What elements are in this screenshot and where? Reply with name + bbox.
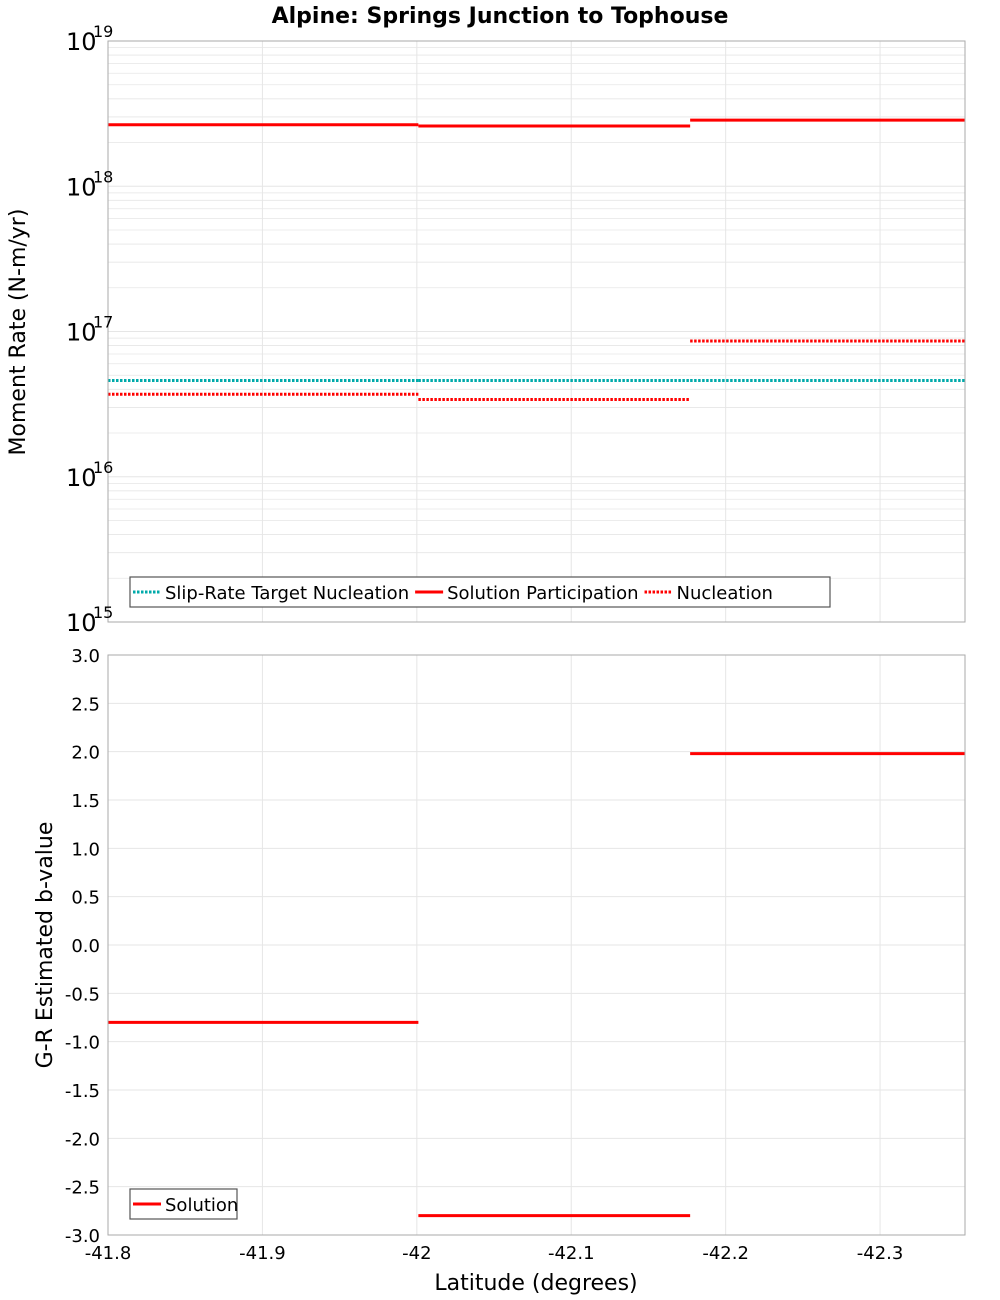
- y-tick-label: -2.5: [65, 1178, 100, 1199]
- y-tick-label: -1.5: [65, 1081, 100, 1102]
- y-tick-exponent: 17: [93, 313, 113, 332]
- y-tick-label: 10: [66, 28, 97, 56]
- y-tick-label: 3.0: [71, 646, 100, 667]
- b-value-y-axis-label: G-R Estimated b-value: [33, 822, 58, 1069]
- moment-rate-plot-frame: [107, 40, 966, 623]
- y-tick-label: 10: [66, 609, 97, 637]
- legend-label: Slip-Rate Target Nucleation: [165, 583, 409, 604]
- x-tick-label: -41.8: [85, 1243, 132, 1264]
- x-tick-label: -42.3: [857, 1243, 904, 1264]
- y-tick-label: 0.0: [71, 936, 100, 957]
- b-value-y-ticks: 3.0 2.5 2.0 1.5 1.0 0.5 0.0 -0.5 -1.0 -1.5 -2.0 -2.…: [65, 646, 100, 1247]
- chart-title: Alpine: Springs Junction to Tophouse: [272, 4, 729, 29]
- y-tick-label: -2.0: [65, 1129, 100, 1150]
- legend-box: [129, 576, 831, 608]
- legend-label: Solution: [165, 1195, 238, 1216]
- x-tick-label: -42.2: [702, 1243, 749, 1264]
- x-tick-label: -42: [402, 1243, 431, 1264]
- legend-label: Solution Participation: [447, 583, 638, 604]
- y-tick-label: 10: [66, 319, 97, 347]
- b-value-plot: 3.0 2.5 2.0 1.5 1.0 0.5 0.0 -0.5 -1.0 -1.5 -2.0 -2.…: [33, 646, 966, 1296]
- x-tick-label: -42.1: [548, 1243, 595, 1264]
- moment-rate-series: [108, 118, 965, 402]
- moment-rate-legend: Slip-Rate Target Nucleation Solution Part…: [129, 576, 831, 608]
- y-tick-exponent: 15: [93, 603, 113, 622]
- y-tick-label: 2.0: [71, 743, 100, 764]
- moment-rate-y-axis-label: Moment Rate (N-m/yr): [6, 209, 31, 456]
- b-value-plot-frame: [107, 654, 966, 1236]
- legend-label: Nucleation: [677, 583, 773, 604]
- y-tick-label: 1.0: [71, 839, 100, 860]
- x-axis-label: Latitude (degrees): [434, 1271, 637, 1296]
- x-ticks: -41.8 -41.9 -42 -42.1 -42.2 -42.3: [85, 1243, 904, 1264]
- moment-rate-gridlines: [107, 41, 965, 623]
- y-tick-label: 2.5: [71, 694, 100, 715]
- y-tick-label: -0.5: [65, 984, 100, 1005]
- b-value-gridlines: [107, 654, 965, 1236]
- y-tick-label: -1.0: [65, 1033, 100, 1054]
- y-tick-label: 1.5: [71, 791, 100, 812]
- y-tick-label: -3.0: [65, 1226, 100, 1247]
- y-tick-label: 10: [66, 173, 97, 201]
- y-tick-exponent: 18: [93, 167, 113, 186]
- y-tick-exponent: 19: [93, 22, 113, 41]
- b-value-legend: Solution: [129, 1188, 238, 1220]
- y-tick-label: 10: [66, 464, 97, 492]
- b-value-series: [108, 752, 965, 1218]
- y-tick-label: 0.5: [71, 888, 100, 909]
- y-tick-exponent: 16: [93, 458, 113, 477]
- x-tick-label: -41.9: [239, 1243, 286, 1264]
